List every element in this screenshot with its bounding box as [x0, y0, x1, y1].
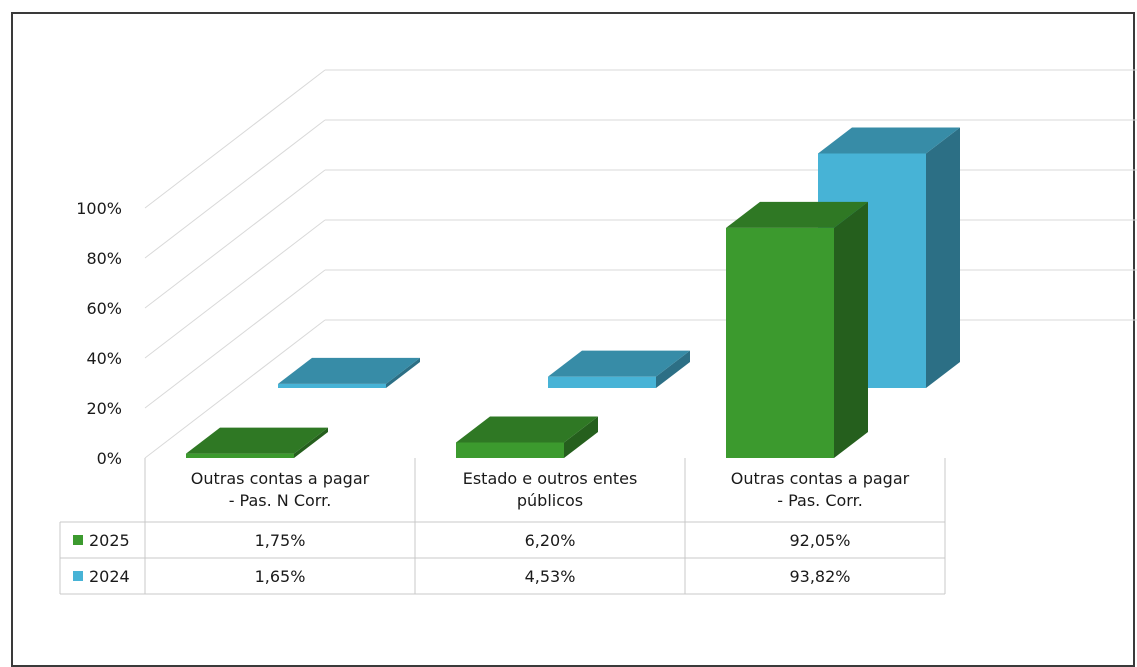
bar-2025-1 — [186, 427, 328, 458]
data-label: 1,75% — [255, 531, 306, 550]
category-label: - Pas. Corr. — [777, 491, 863, 510]
legend-label-2024: 2024 — [89, 567, 130, 586]
side-gridline — [144, 69, 326, 209]
bar-2025-2-top — [456, 416, 598, 443]
y-tick-label: 100% — [76, 199, 122, 218]
y-tick-label: 40% — [86, 349, 122, 368]
category-label: Outras contas a pagar — [731, 469, 910, 488]
bar-2024-2-front — [548, 376, 656, 388]
side-gridline — [144, 169, 326, 309]
bar-2024-1-front — [278, 383, 386, 388]
bar-2025-3-top — [726, 201, 868, 228]
bar-2024-1 — [278, 357, 420, 388]
legend-key-2025 — [73, 535, 83, 545]
data-label: 92,05% — [789, 531, 850, 550]
y-tick-label: 20% — [86, 399, 122, 418]
bar-2024-2 — [548, 350, 690, 388]
legend-label-2025: 2025 — [89, 531, 130, 550]
side-gridline — [144, 219, 326, 359]
category-label: - Pas. N Corr. — [229, 491, 332, 510]
category-label: públicos — [517, 491, 583, 510]
bar-2025-2-side — [564, 416, 598, 458]
side-gridline — [144, 319, 326, 459]
bar-2025-2-front — [456, 442, 564, 458]
y-tick-label: 60% — [86, 299, 122, 318]
bar-2025-1-front — [186, 453, 294, 458]
data-label: 1,65% — [255, 567, 306, 586]
category-label: Outras contas a pagar — [191, 469, 370, 488]
bar-2025-3-side — [834, 201, 868, 458]
bar-2025-1-top — [186, 427, 328, 454]
bar-2025-3 — [726, 201, 868, 458]
data-label: 6,20% — [525, 531, 576, 550]
y-tick-label: 0% — [97, 449, 122, 468]
data-table: Outras contas a pagar - Pas. N Corr. Estad… — [59, 458, 946, 595]
bar-2024-2-top — [548, 350, 690, 377]
side-gridline — [144, 269, 326, 409]
bar-2024-3-side — [926, 127, 960, 388]
bar-2024-3-top — [818, 127, 960, 154]
bar-2025-3-front — [726, 227, 834, 458]
bar-2024-2-side — [656, 350, 690, 388]
bar-2025-2 — [456, 416, 598, 458]
data-label: 93,82% — [789, 567, 850, 586]
bar-2024-1-top — [278, 357, 420, 384]
side-gridline — [144, 119, 326, 259]
category-label: Estado e outros entes — [463, 469, 638, 488]
y-tick-label: 80% — [86, 249, 122, 268]
bar-2024-1-side — [386, 357, 420, 388]
data-label: 4,53% — [525, 567, 576, 586]
legend-key-2024 — [73, 571, 83, 581]
bar-2025-1-side — [294, 427, 328, 458]
